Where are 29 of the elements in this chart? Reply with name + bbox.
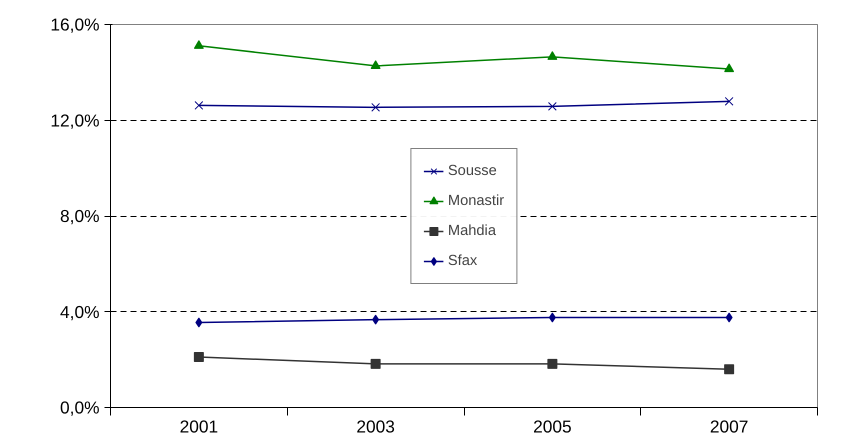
point [726, 312, 733, 322]
x-tick-label: 2003 [356, 416, 395, 436]
x-tick-label: 2007 [710, 416, 748, 436]
y-tick-label: 12,0% [50, 110, 100, 130]
legend-label: Sousse [448, 162, 497, 178]
point [548, 102, 557, 111]
x-tick-label: 2005 [533, 416, 572, 436]
legend-label: Monastir [448, 192, 504, 208]
point [724, 364, 734, 374]
point [370, 358, 381, 369]
point [372, 314, 380, 325]
point [194, 40, 204, 49]
x-tick-label: 2001 [180, 416, 218, 436]
point [547, 51, 558, 60]
y-tick-label: 4,0% [60, 302, 100, 322]
point [548, 312, 556, 322]
point [724, 96, 734, 106]
y-tick-label: 8,0% [60, 206, 100, 226]
point [547, 358, 558, 369]
point [371, 102, 380, 112]
point [195, 318, 202, 328]
point [194, 101, 204, 110]
point [724, 63, 734, 72]
y-tick-label: 0,0% [60, 398, 100, 418]
legend-label: Mahdia [448, 222, 496, 238]
point [194, 352, 204, 362]
legend-label: Sfax [448, 252, 478, 268]
y-tick-label: 16,0% [50, 14, 100, 34]
point [370, 60, 381, 70]
